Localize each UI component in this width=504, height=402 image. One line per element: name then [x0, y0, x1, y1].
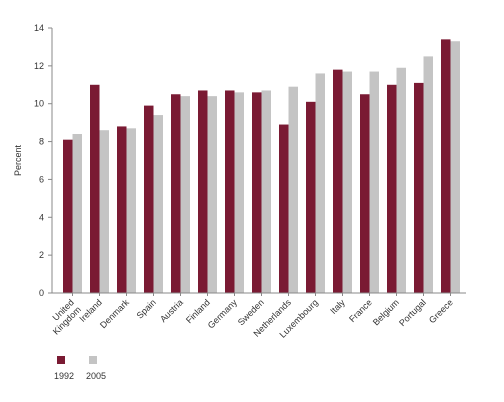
bar-1992-germany	[225, 90, 235, 294]
bar-1992-france	[360, 94, 370, 293]
bar-1992-italy	[333, 69, 343, 293]
bar-1992-finland	[198, 90, 208, 294]
bar-2005-austria	[180, 96, 190, 293]
legend-swatch-2005	[89, 356, 97, 364]
bar-2005-united-kingdom	[72, 134, 82, 293]
legend-label-2005: 2005	[86, 371, 106, 381]
y-tick-label: 12	[34, 61, 44, 71]
x-tick-label: Austria	[158, 297, 185, 324]
y-tick-label: 6	[39, 174, 44, 184]
x-tick-label: Portugal	[397, 297, 428, 328]
bar-2005-italy	[342, 71, 352, 293]
bar-2005-luxembourg	[315, 73, 325, 294]
y-tick-label: 14	[34, 23, 44, 33]
bars	[63, 39, 460, 294]
y-tick-label: 2	[39, 250, 44, 260]
x-tick-label: Germany	[206, 297, 240, 331]
y-axis-label: Percent	[13, 144, 23, 176]
x-tick-label: Belgium	[371, 297, 401, 327]
bar-1992-sweden	[252, 92, 262, 293]
bar-1992-portugal	[414, 82, 424, 293]
bar-2005-denmark	[126, 128, 136, 293]
y-tick-label: 4	[39, 212, 44, 222]
bar-2005-portugal	[423, 56, 433, 293]
bar-2005-germany	[234, 92, 244, 293]
legend-label-1992: 1992	[54, 371, 74, 381]
bar-1992-luxembourg	[306, 101, 316, 293]
x-tick-label: Italy	[328, 297, 347, 316]
bar-2005-france	[369, 71, 379, 293]
bar-1992-denmark	[117, 126, 127, 294]
y-axis: 0 2 4 6 8 10 12 14	[34, 23, 53, 298]
bar-2005-greece	[450, 41, 460, 293]
legend: 1992 2005	[54, 356, 106, 381]
bar-2005-finland	[207, 96, 217, 293]
bar-2005-netherlands	[288, 86, 298, 294]
bar-1992-belgium	[387, 84, 397, 293]
y-tick-label: 0	[39, 288, 44, 298]
bar-2005-belgium	[396, 67, 406, 293]
bar-1992-ireland	[90, 84, 100, 293]
y-tick-label: 8	[39, 137, 44, 147]
bar-2005-sweden	[261, 90, 271, 294]
bar-1992-greece	[441, 39, 451, 293]
bar-2005-ireland	[99, 130, 109, 293]
bar-1992-netherlands	[279, 124, 289, 293]
bar-2005-spain	[153, 115, 163, 293]
bar-1992-austria	[171, 94, 181, 293]
x-tick-label: Spain	[135, 297, 158, 320]
x-tick-label: Denmark	[98, 297, 131, 330]
bar-1992-united-kingdom	[63, 139, 73, 293]
x-tick-label: Greece	[427, 297, 455, 325]
bar-1992-spain	[144, 105, 154, 293]
y-tick-label: 10	[34, 99, 44, 109]
legend-swatch-1992	[57, 356, 65, 364]
